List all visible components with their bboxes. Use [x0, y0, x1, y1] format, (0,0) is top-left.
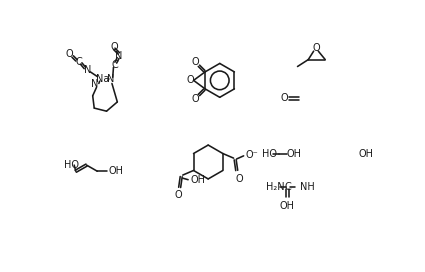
- Text: O: O: [312, 43, 320, 53]
- Text: OH: OH: [190, 175, 205, 186]
- Text: OH: OH: [108, 166, 123, 176]
- Text: C: C: [76, 57, 82, 67]
- Text: C: C: [112, 60, 119, 70]
- Text: H₂N: H₂N: [266, 182, 285, 192]
- Text: C: C: [284, 182, 291, 192]
- Text: N: N: [91, 79, 99, 89]
- Text: O: O: [280, 93, 288, 103]
- Text: N: N: [84, 65, 91, 75]
- Text: O: O: [235, 174, 243, 184]
- Text: O⁻: O⁻: [246, 150, 259, 160]
- Text: O: O: [187, 75, 194, 85]
- Text: O: O: [191, 94, 199, 104]
- Text: O: O: [110, 42, 118, 51]
- Text: O: O: [174, 190, 182, 200]
- Text: NH: NH: [300, 182, 314, 192]
- Text: O: O: [191, 57, 199, 67]
- Text: O: O: [66, 49, 74, 59]
- Text: Na: Na: [96, 74, 109, 84]
- Text: OH: OH: [358, 149, 373, 159]
- Text: N: N: [108, 74, 115, 84]
- Text: N: N: [115, 51, 122, 61]
- Text: OH: OH: [287, 149, 302, 159]
- Text: OH: OH: [280, 201, 295, 211]
- Text: HO: HO: [64, 160, 79, 170]
- Text: HO: HO: [262, 149, 277, 159]
